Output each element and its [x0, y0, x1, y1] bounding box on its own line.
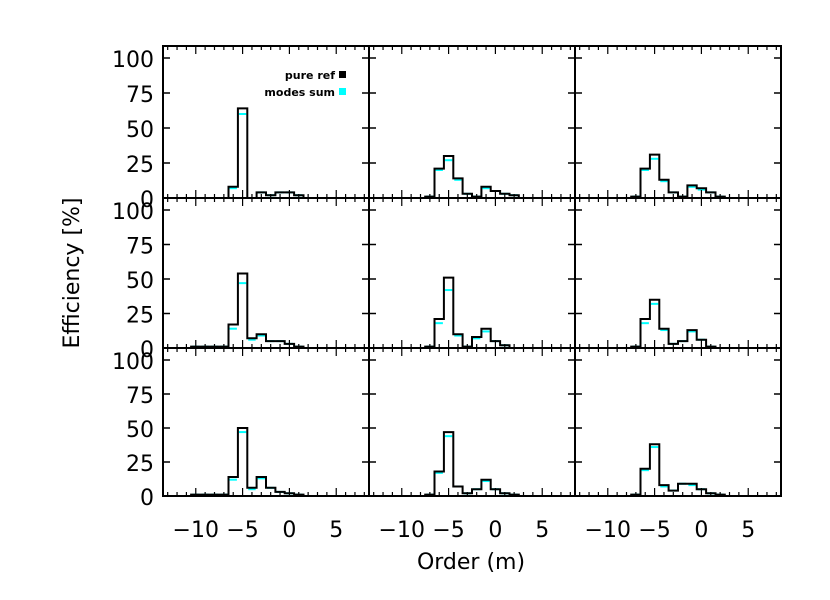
ticks-row1-col1 [163, 46, 369, 199]
x-tick-label: 0 [488, 518, 502, 543]
x-axis-title: Order (m) [417, 550, 525, 575]
panel-row1-col3 [575, 153, 781, 199]
y-tick-label: 50 [126, 118, 154, 143]
legend-label-modes-sum: modes sum [264, 86, 335, 99]
legend: pure ref modes sum [264, 69, 346, 99]
y-tick-label: 0 [140, 188, 154, 213]
y-tick-label: 25 [126, 304, 154, 329]
panel-row2-col3 [575, 298, 781, 349]
ticks-row2-col1 [163, 198, 369, 349]
panel-row2-col1 [163, 272, 369, 349]
y-tick-label: 75 [126, 235, 154, 260]
y-tick-label: 100 [112, 48, 154, 73]
series-pure-ref [163, 272, 369, 349]
bar-pure-ref [641, 169, 650, 198]
outer-frame [162, 45, 782, 497]
ticks-row1-col3 [575, 46, 781, 199]
y-tick-label: 0 [140, 486, 154, 511]
y-tick-label: 0 [140, 338, 154, 363]
bar-pure-ref [238, 108, 247, 198]
legend-label-pure-ref: pure ref [285, 69, 335, 82]
series-pure-ref [163, 427, 369, 497]
bar-pure-ref [444, 278, 453, 348]
panel-row3-col1 [163, 427, 369, 497]
y-axis-title: Efficiency [%] [60, 197, 85, 348]
series-pure-ref [575, 298, 781, 349]
ticks-row3-col1 [163, 348, 369, 497]
series-pure-ref [163, 107, 369, 199]
x-tick-label: −10 [173, 518, 219, 543]
panel-row3-col2 [369, 431, 575, 497]
panel-row1-col1 [163, 107, 369, 199]
bar-pure-ref [238, 428, 247, 496]
panel-row2-col2 [369, 276, 575, 349]
ticks-row2-col2 [369, 198, 575, 349]
series-pure-ref [575, 443, 781, 497]
series-pure-ref [369, 431, 575, 497]
y-tick-label: 25 [126, 153, 154, 178]
y-tick-label: 50 [126, 418, 154, 443]
x-tick-label: −5 [638, 518, 670, 543]
x-tick-label: 0 [282, 518, 296, 543]
panels-layer [163, 107, 781, 497]
x-tick-label: 5 [535, 518, 549, 543]
y-tick-label: 75 [126, 83, 154, 108]
bar-pure-ref [435, 169, 444, 198]
x-tick-label: −10 [379, 518, 425, 543]
legend-swatch-pure-ref [339, 71, 346, 78]
ticks-row2-col3 [575, 198, 781, 349]
panel-borders [162, 45, 782, 497]
bar-pure-ref [641, 469, 650, 496]
ticks-row3-col3 [575, 348, 781, 497]
bar-pure-ref [238, 273, 247, 348]
y-tick-label: 25 [126, 452, 154, 477]
series-pure-ref [369, 155, 575, 199]
legend-swatch-modes-sum [339, 88, 346, 95]
x-tick-label: −5 [226, 518, 258, 543]
x-tick-label: 5 [329, 518, 343, 543]
y-tick-label: 50 [126, 269, 154, 294]
y-tick-label: 100 [112, 350, 154, 375]
x-tick-label: −5 [432, 518, 464, 543]
axes-layer [162, 45, 782, 497]
x-tick-label: 0 [694, 518, 708, 543]
x-tick-label: −10 [585, 518, 631, 543]
panel-row1-col2 [369, 155, 575, 199]
ticks-row3-col2 [369, 348, 575, 497]
panel-row3-col3 [575, 443, 781, 497]
series-pure-ref [575, 153, 781, 199]
y-tick-label: 100 [112, 200, 154, 225]
ticks-row1-col2 [369, 46, 575, 199]
y-tick-label: 75 [126, 384, 154, 409]
series-pure-ref [369, 276, 575, 349]
x-tick-label: 5 [741, 518, 755, 543]
bar-pure-ref [444, 432, 453, 496]
